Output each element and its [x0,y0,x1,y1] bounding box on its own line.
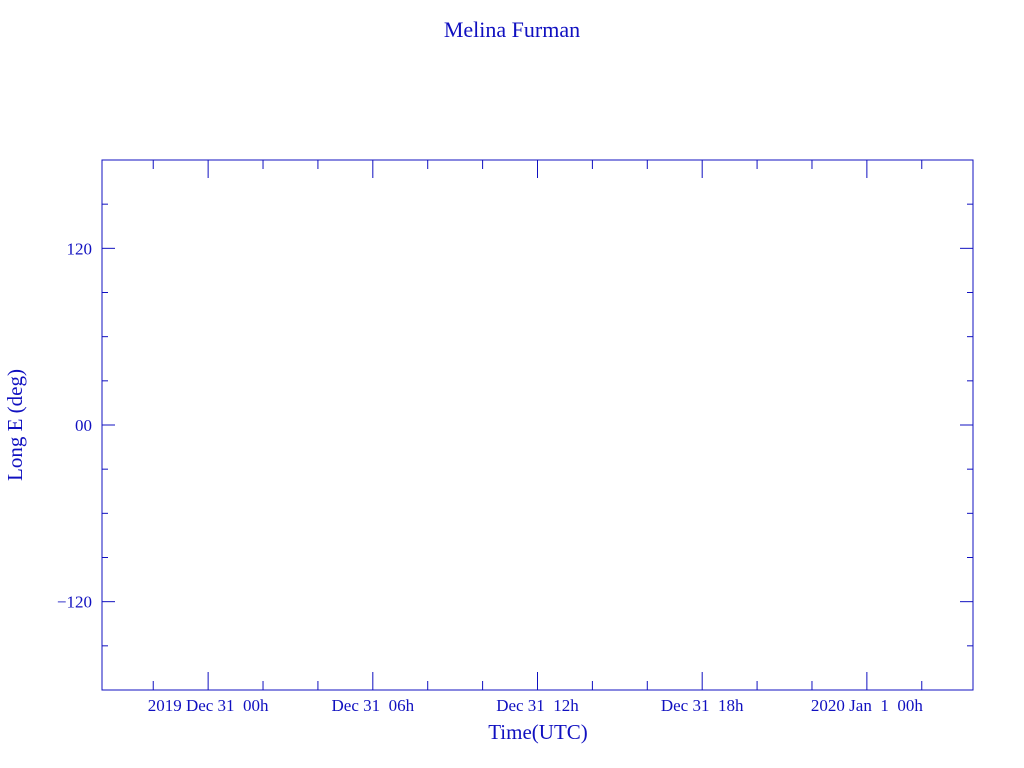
x-tick-label: Dec 31 06h [332,696,415,715]
x-tick-labels: 2019 Dec 31 00h Dec 31 06h Dec 31 12h Dec 3… [148,696,924,715]
ticks [102,160,973,690]
plot-frame [101,159,974,691]
y-tick-labels: 120 00 −120 [57,239,92,611]
y-axis-title: Long E (deg) [3,369,27,481]
x-tick-label: 2020 Jan 1 00h [811,696,923,715]
chart-title: Melina Furman [444,17,580,42]
x-axis-title: Time(UTC) [488,720,588,744]
x-tick-label: 2019 Dec 31 00h [148,696,269,715]
x-tick-label: Dec 31 12h [496,696,579,715]
x-tick-label: Dec 31 18h [661,696,744,715]
y-tick-label: 120 [67,239,93,258]
y-tick-label: −120 [57,593,92,612]
y-tick-label: 00 [75,416,92,435]
